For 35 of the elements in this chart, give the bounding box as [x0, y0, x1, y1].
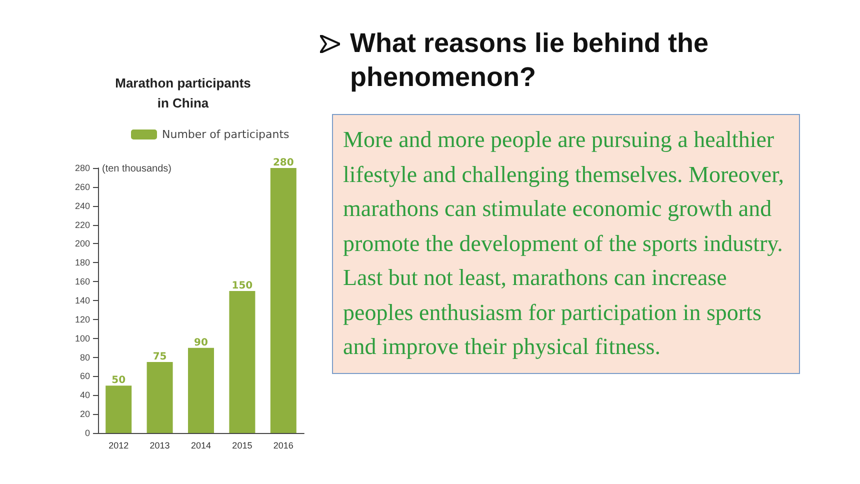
y-tick-label: 80: [80, 352, 90, 362]
x-tick-label: 2013: [150, 440, 170, 450]
y-tick-label: 260: [74, 182, 90, 192]
text: What reasons lie behind the phenomenon?: [350, 27, 710, 94]
y-tick-label: 240: [74, 200, 90, 211]
x-tick-label: 2012: [108, 440, 129, 450]
bar: [270, 168, 296, 433]
y-tick-label: 40: [80, 390, 90, 400]
x-tick-label: 2014: [190, 440, 212, 450]
y-tick-label: 20: [80, 409, 90, 420]
y-tick-label: 160: [74, 276, 90, 287]
data-label: 280: [272, 158, 294, 168]
data-label: 150: [232, 280, 253, 292]
bar: [229, 291, 256, 433]
bar: [106, 386, 132, 433]
text: More and more people are pursuing a healthier lifestyle and challenging themselves. Moreover, marathons can stimulate economic growth and promote the development of the sports industry. Last but not least, marathons can increase peoples enthusiasm for participation in sports and improve their physical fitness.: [332, 114, 800, 374]
x-tick-label: 2016: [273, 440, 294, 450]
data-label: 75: [152, 352, 167, 363]
chart-title: Marathon participants in China: [115, 76, 251, 110]
y-tick-label: 220: [74, 220, 90, 230]
y-tick-label: 180: [74, 258, 90, 268]
bar: [146, 362, 173, 433]
y-tick-label: 280: [74, 163, 90, 173]
legend-label: Number of participants: [162, 128, 290, 141]
y-axis-title: (ten thousands): [102, 164, 172, 174]
data-label: 50: [112, 375, 126, 386]
y-tick-label: 140: [74, 296, 90, 306]
y-tick-label: 120: [74, 314, 90, 324]
bar: [188, 348, 214, 433]
y-tick-label: 0: [84, 428, 90, 438]
data-label: 90: [194, 337, 208, 348]
y-tick-label: 60: [80, 371, 90, 382]
x-tick-label: 2015: [232, 440, 252, 450]
y-tick-label: 200: [74, 238, 90, 249]
y-tick-label: 100: [74, 333, 90, 344]
